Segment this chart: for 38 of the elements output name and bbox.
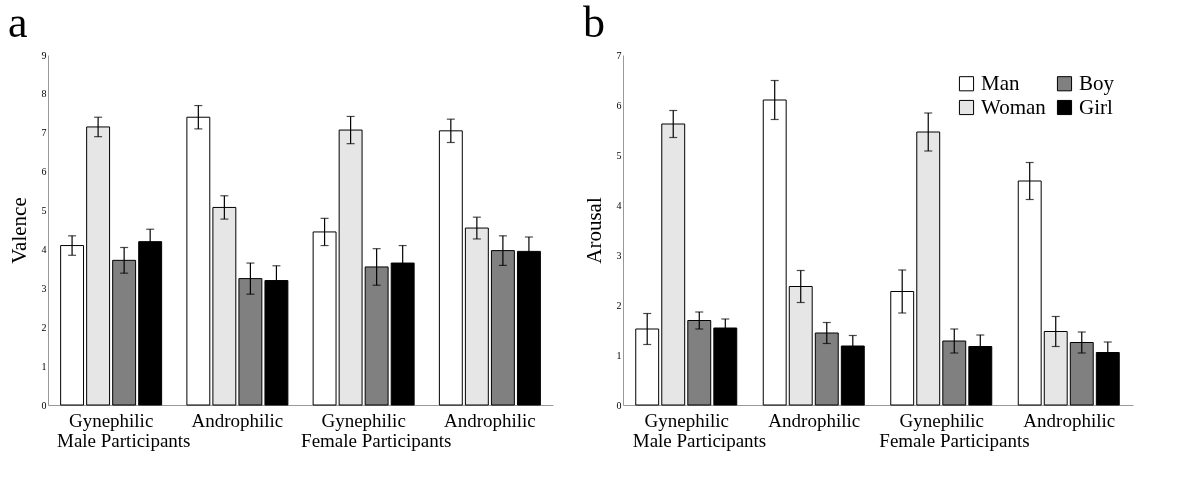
text: Male Participants — [632, 430, 767, 451]
y-tick-label: 2 — [41, 321, 47, 333]
text: Female Participants — [879, 430, 1030, 451]
y-tick-label: 7 — [41, 127, 47, 139]
text: Male Participants — [57, 430, 191, 451]
legend-label: Boy — [1079, 70, 1115, 95]
y-tick-label: 3 — [616, 249, 622, 261]
y-tick-label: 6 — [41, 166, 47, 178]
x-tick-label: Gynephilic — [899, 409, 984, 431]
y-tick-label: 1 — [41, 360, 47, 372]
y-tick-label: 7 — [616, 49, 622, 61]
y-axis-title: Arousal — [581, 197, 606, 264]
y-tick-label: 5 — [41, 205, 47, 217]
legend-label: Man — [981, 70, 1020, 95]
x-tick-label: Gynephilic — [321, 409, 406, 431]
x-tick-label: Gynephilic — [644, 409, 729, 431]
y-tick-label: 5 — [616, 149, 622, 161]
chart-title: a — [8, 0, 28, 47]
x-tick-label: Androphilic — [191, 409, 284, 431]
y-tick-label: 0 — [616, 399, 622, 411]
text: Female Participants — [301, 430, 452, 451]
chart-title: b — [583, 0, 605, 47]
y-tick-label: 8 — [41, 88, 47, 100]
x-tick-label: Androphilic — [443, 409, 536, 431]
y-tick-label: 9 — [41, 49, 47, 61]
x-tick-label: Gynephilic — [68, 409, 154, 431]
y-tick-label: 4 — [41, 243, 47, 255]
y-tick-label: 6 — [616, 99, 622, 111]
x-tick-label: Androphilic — [1023, 409, 1116, 431]
y-tick-label: 0 — [41, 399, 47, 411]
legend-label: Woman — [981, 94, 1047, 119]
y-tick-label: 4 — [616, 199, 622, 211]
y-axis-title: Valence — [6, 197, 31, 264]
y-tick-label: 1 — [616, 349, 622, 361]
x-tick-label: Androphilic — [768, 409, 861, 431]
y-tick-label: 2 — [616, 299, 622, 311]
y-tick-label: 3 — [41, 282, 47, 294]
legend-label: Girl — [1079, 94, 1113, 119]
